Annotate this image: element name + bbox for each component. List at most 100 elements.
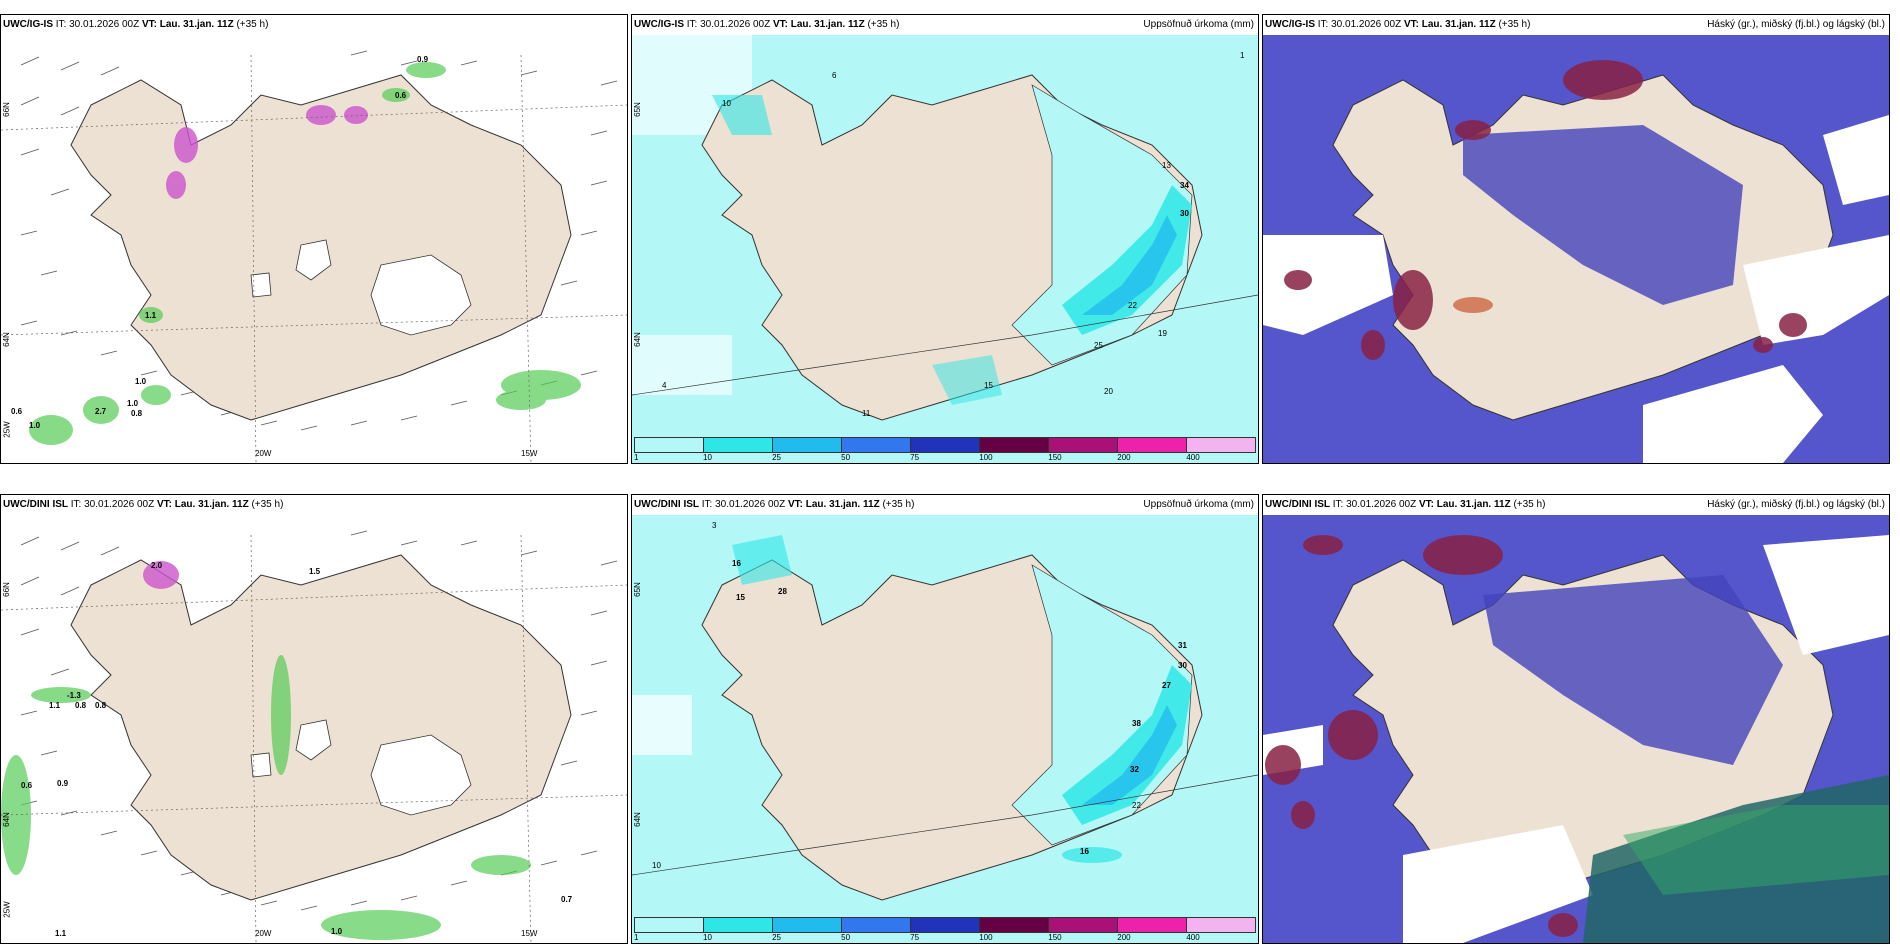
data-value: 30 bbox=[1180, 209, 1189, 218]
it-value: 30.01.2026 00Z bbox=[1346, 499, 1417, 510]
lat-label: 66N bbox=[1, 582, 11, 597]
it-value: 30.01.2026 00Z bbox=[69, 19, 140, 30]
data-value: 2.7 bbox=[95, 407, 107, 416]
legend-tick: 200 bbox=[1117, 453, 1131, 462]
data-value: 0.8 bbox=[95, 701, 107, 710]
lead-time: (+35 h) bbox=[1498, 19, 1531, 30]
data-value: 22 bbox=[1132, 801, 1141, 810]
panel-title: Háský (gr.), miðský (fj.bl.) og lágský (… bbox=[1707, 499, 1885, 510]
legend-tick: 25 bbox=[772, 933, 781, 942]
legend-tick: 10 bbox=[703, 933, 712, 942]
it-value: 30.01.2026 00Z bbox=[1331, 19, 1402, 30]
lat-label: 65N bbox=[632, 102, 642, 117]
legend-tick: 400 bbox=[1186, 453, 1200, 462]
it-label: IT: bbox=[1317, 19, 1329, 30]
it-label: IT: bbox=[701, 499, 713, 510]
data-value: 19 bbox=[1158, 329, 1167, 338]
lat-label: 25W bbox=[2, 901, 12, 918]
vt-value: Lau. 31.jan. 11Z bbox=[790, 19, 865, 30]
graticule bbox=[1, 54, 627, 463]
lead-time: (+35 h) bbox=[867, 19, 900, 30]
lat-label: 64N bbox=[1, 332, 11, 347]
vt-label: VT: bbox=[787, 499, 803, 510]
data-value: 16 bbox=[732, 559, 741, 568]
data-value: 1 bbox=[1240, 51, 1245, 60]
wind-panel-dini: UWC/DINI ISL IT: 30.01.2026 00Z VT: Lau.… bbox=[0, 494, 628, 944]
data-value: 1.1 bbox=[55, 929, 67, 938]
panel-title: Háský (gr.), miðský (fj.bl.) og lágský (… bbox=[1707, 19, 1885, 30]
cloud-panel-ig-is: UWC/IG-IS IT: 30.01.2026 00Z VT: Lau. 31… bbox=[1262, 14, 1890, 464]
panel-header: UWC/DINI ISL IT: 30.01.2026 00Z VT: Lau.… bbox=[632, 495, 1258, 515]
map-area bbox=[632, 35, 1258, 463]
data-value: 0.8 bbox=[75, 701, 87, 710]
precip-legend: 1 10 25 50 75 100 150 200 400 bbox=[634, 437, 1256, 462]
map-area bbox=[1263, 35, 1889, 463]
it-value: 30.01.2026 00Z bbox=[84, 499, 155, 510]
map-area bbox=[1263, 515, 1889, 943]
snow-areas bbox=[143, 561, 179, 589]
data-value: 0.8 bbox=[131, 409, 143, 418]
data-value: 15 bbox=[736, 593, 745, 602]
data-value: 34 bbox=[1180, 181, 1189, 190]
high-cloud-areas bbox=[1265, 535, 1578, 937]
panel-header: UWC/DINI ISL IT: 30.01.2026 00Z VT: Lau.… bbox=[1, 495, 627, 515]
data-value: 0.9 bbox=[417, 55, 429, 64]
data-value: 1.0 bbox=[127, 399, 139, 408]
data-value: 2.0 bbox=[151, 561, 163, 570]
it-label: IT: bbox=[55, 19, 67, 30]
legend-tick: 400 bbox=[1186, 933, 1200, 942]
panel-header: UWC/IG-IS IT: 30.01.2026 00Z VT: Lau. 31… bbox=[1263, 15, 1889, 35]
lat-label: 66N bbox=[1, 102, 11, 117]
lat-label: 64N bbox=[632, 812, 642, 827]
lead-time: (+35 h) bbox=[882, 499, 915, 510]
map-area bbox=[1, 35, 627, 463]
legend-tick: 100 bbox=[979, 453, 993, 462]
data-value: 6 bbox=[832, 71, 837, 80]
lat-label: 65N bbox=[632, 582, 642, 597]
legend-tick: 25 bbox=[772, 453, 781, 462]
wind-areas bbox=[1, 655, 531, 940]
data-value: 16 bbox=[1080, 847, 1089, 856]
wind-barbs bbox=[20, 530, 618, 911]
vt-label: VT: bbox=[141, 19, 157, 30]
data-value: 1.0 bbox=[331, 927, 343, 936]
model-name: UWC/IG-IS bbox=[3, 19, 53, 30]
legend-tick: 100 bbox=[979, 933, 993, 942]
data-value: 0.6 bbox=[21, 781, 33, 790]
data-value: 1.5 bbox=[309, 567, 321, 576]
lon-label: 15W bbox=[521, 929, 538, 938]
legend-tick: 1 bbox=[634, 933, 639, 942]
lon-label: 15W bbox=[521, 449, 538, 458]
vt-value: Lau. 31.jan. 11Z bbox=[174, 499, 249, 510]
data-value: 0.6 bbox=[11, 407, 23, 416]
vt-label: VT: bbox=[1403, 19, 1419, 30]
it-value: 30.01.2026 00Z bbox=[700, 19, 771, 30]
wind-panel-ig-is: UWC/IG-IS IT: 30.01.2026 00Z VT: Lau. 31… bbox=[0, 14, 628, 464]
lon-label: 20W bbox=[255, 929, 272, 938]
lat-label: 64N bbox=[632, 332, 642, 347]
model-name: UWC/IG-IS bbox=[1265, 19, 1315, 30]
lat-label: 64N bbox=[1, 812, 11, 827]
model-name: UWC/DINI ISL bbox=[3, 499, 68, 510]
legend-colorbar bbox=[634, 917, 1256, 933]
data-value: 1.0 bbox=[135, 377, 147, 386]
vt-value: Lau. 31.jan. 11Z bbox=[159, 19, 234, 30]
data-value: -1.3 bbox=[67, 691, 81, 700]
data-value: 32 bbox=[1130, 765, 1139, 774]
it-label: IT: bbox=[70, 499, 82, 510]
data-value: 4 bbox=[662, 381, 667, 390]
data-value: 22 bbox=[1128, 301, 1137, 310]
data-value: 20 bbox=[1104, 387, 1113, 396]
lead-time: (+35 h) bbox=[236, 19, 269, 30]
graticule bbox=[1, 534, 627, 943]
data-value: 0.6 bbox=[395, 91, 407, 100]
data-value: 3 bbox=[712, 521, 717, 530]
legend-tick: 1 bbox=[634, 453, 639, 462]
precip-panel-dini: UWC/DINI ISL IT: 30.01.2026 00Z VT: Lau.… bbox=[631, 494, 1259, 944]
it-value: 30.01.2026 00Z bbox=[715, 499, 786, 510]
panel-header: UWC/DINI ISL IT: 30.01.2026 00Z VT: Lau.… bbox=[1263, 495, 1889, 515]
data-value: 28 bbox=[778, 587, 787, 596]
vt-value: Lau. 31.jan. 11Z bbox=[1436, 499, 1511, 510]
map-area bbox=[1, 515, 627, 943]
legend-tick: 10 bbox=[703, 453, 712, 462]
